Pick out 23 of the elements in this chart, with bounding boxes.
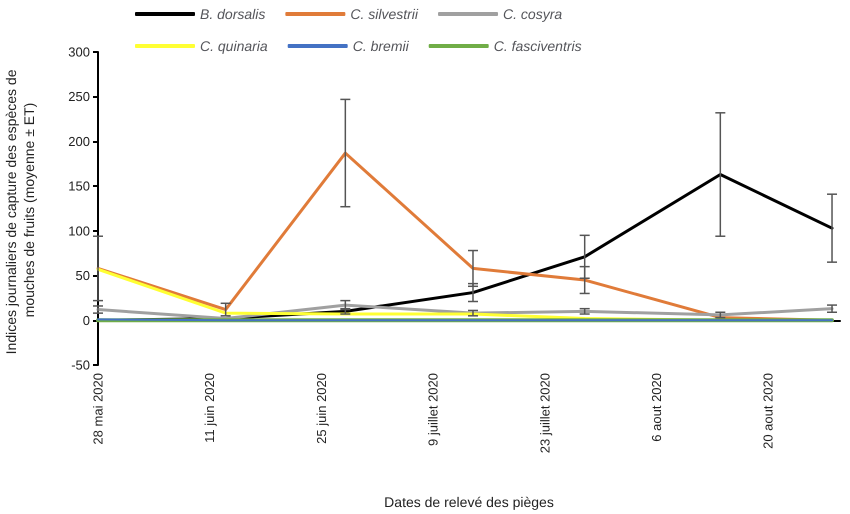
y-axis-title: Indices journaliers de capture des espèces de mouches de fruits (moyenne ± ET)	[3, 66, 37, 354]
x-tick-label: 9 juillet 2020	[426, 373, 441, 446]
x-tick-label: 11 juin 2020	[202, 373, 218, 443]
y-tick-label: 0	[82, 312, 90, 328]
x-tick-label: 20 aout 2020	[760, 373, 776, 449]
y-tick-label: 300	[68, 44, 90, 60]
legend-label: C. fasciventris	[494, 38, 582, 54]
x-axis-title: Dates de relevé des pièges	[384, 494, 554, 510]
legend-label: C. quinaria	[200, 38, 268, 54]
x-tick-label: 28 mai 2020	[90, 373, 106, 445]
x-tick-label: 6 aout 2020	[648, 373, 664, 442]
y-tick-label: 100	[68, 223, 90, 238]
legend-label: B. dorsalis	[200, 6, 266, 22]
x-tick-label: 25 juin 2020	[314, 373, 329, 444]
legend-label: C. silvestrii	[350, 6, 419, 22]
y-tick-label: 50	[76, 268, 90, 284]
y-tick-label: 150	[68, 178, 90, 194]
y-tick-label: -50	[71, 358, 90, 372]
x-tick-label: 23 juillet 2020	[537, 373, 552, 454]
y-tick-label: 200	[68, 134, 90, 149]
legend-label: C. cosyra	[503, 6, 562, 22]
y-tick-label: 250	[68, 89, 90, 104]
legend-label: C. bremii	[352, 38, 410, 54]
